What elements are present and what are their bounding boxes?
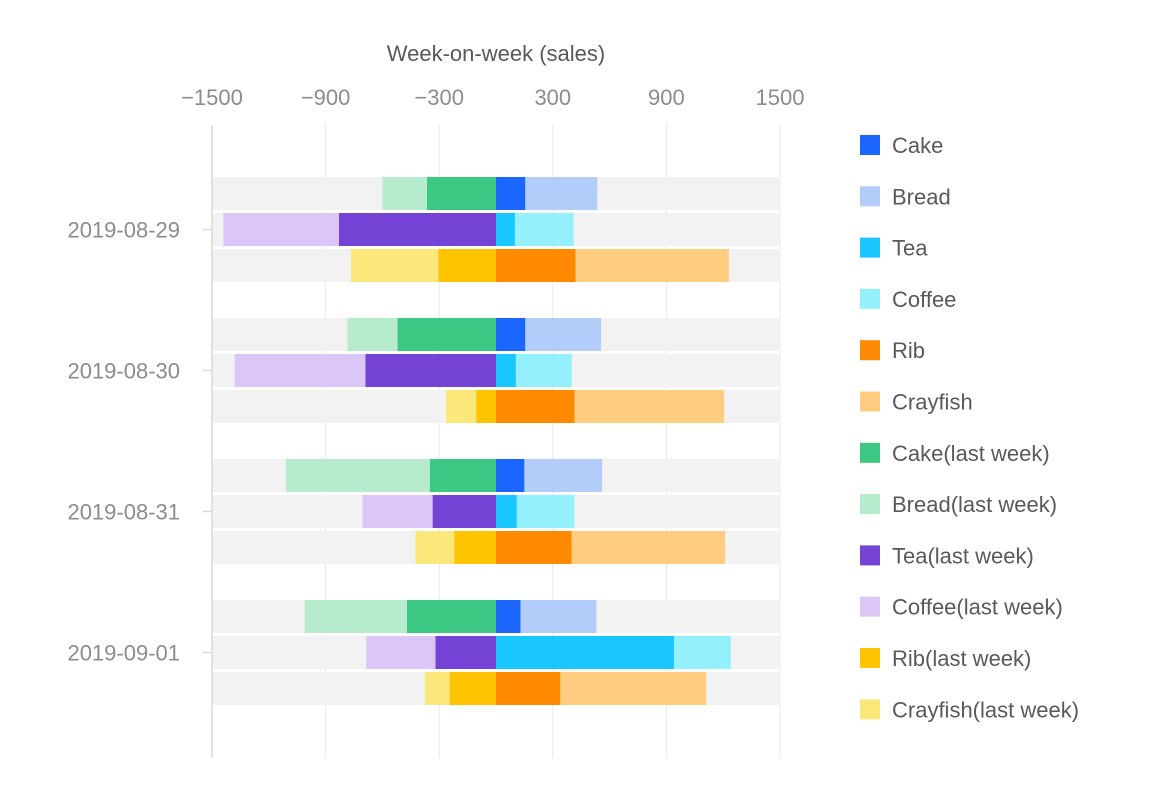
bar [496, 213, 515, 246]
bar [496, 495, 517, 528]
bar [285, 459, 430, 492]
bar [351, 249, 439, 282]
legend-swatch [860, 340, 880, 361]
bar [476, 390, 496, 423]
bar [304, 600, 408, 633]
bar [575, 249, 729, 282]
legend-item: Coffee [860, 287, 956, 312]
legend-swatch [860, 699, 880, 720]
legend-swatch [860, 545, 880, 566]
bar [426, 177, 496, 210]
x-tick-label: 300 [534, 85, 571, 110]
legend-item: Tea(last week) [860, 543, 1034, 568]
bar [435, 636, 496, 669]
legend-label: Cake(last week) [892, 441, 1050, 466]
legend-swatch [860, 288, 880, 309]
legend-swatch [860, 391, 880, 412]
bar [560, 672, 707, 705]
bar [496, 600, 521, 633]
legend-swatch [860, 442, 880, 463]
legend-item: Rib [860, 338, 925, 363]
bar [496, 177, 526, 210]
legend-swatch [860, 237, 880, 258]
bar [432, 495, 496, 528]
legend-swatch [860, 135, 880, 155]
legend-item: Crayfish [860, 390, 973, 415]
legend-item: Tea [860, 236, 928, 261]
bar [347, 318, 398, 351]
legend-swatch [860, 648, 880, 668]
legend-item: Bread [860, 184, 951, 209]
bar [496, 390, 575, 423]
legend-swatch [860, 494, 880, 515]
bar [525, 177, 598, 210]
y-tick-label: 2019-08-29 [67, 218, 180, 243]
bar [449, 672, 496, 705]
bar [397, 318, 496, 351]
bar [338, 213, 496, 246]
legend-label: Crayfish [892, 390, 973, 415]
bar [445, 390, 477, 423]
legend-item: Coffee(last week) [860, 595, 1063, 620]
legend-label: Coffee [892, 287, 956, 312]
x-tick-label: 900 [648, 85, 685, 110]
bar [496, 354, 516, 387]
legend-label: Rib [892, 338, 925, 363]
legend-item: Cake [860, 133, 943, 158]
axes: −1500 −900 −300 300 900 1500 2019-08-29 2019-08… [67, 85, 804, 758]
bar [520, 600, 597, 633]
bar [571, 531, 726, 564]
bars [223, 177, 731, 705]
y-tick-label: 2019-09-01 [67, 641, 180, 666]
bar [673, 636, 731, 669]
bar [425, 672, 450, 705]
bar [407, 600, 496, 633]
bar [496, 531, 572, 564]
bar [496, 249, 576, 282]
bar [496, 636, 674, 669]
legend-swatch [860, 596, 880, 617]
bar [525, 318, 602, 351]
legend-swatch [860, 186, 880, 207]
y-tick-label: 2019-08-31 [67, 500, 180, 525]
x-axis-title: Week-on-week (sales) [387, 41, 605, 66]
legend: Cake Bread Tea Coffee Rib Crayfish Cake(last w… [860, 133, 1079, 722]
bar [382, 177, 427, 210]
legend-label: Rib(last week) [892, 646, 1031, 671]
bar [365, 354, 496, 387]
legend-item: Cake(last week) [860, 441, 1050, 466]
bar [223, 213, 339, 246]
bar [429, 459, 496, 492]
legend-item: Rib(last week) [860, 646, 1031, 671]
bar [516, 495, 575, 528]
bar [415, 531, 455, 564]
bar [515, 354, 572, 387]
bar [496, 672, 561, 705]
x-tick-label: −300 [414, 85, 464, 110]
legend-label: Cake [892, 133, 943, 158]
bar [234, 354, 366, 387]
bar [362, 495, 433, 528]
bar [438, 249, 496, 282]
bar [366, 636, 436, 669]
y-tick-label: 2019-08-30 [67, 359, 180, 384]
legend-label: Tea(last week) [892, 543, 1034, 568]
legend-label: Tea [892, 236, 928, 261]
legend-item: Bread(last week) [860, 492, 1057, 517]
bar [574, 390, 725, 423]
legend-item: Crayfish(last week) [860, 697, 1079, 722]
legend-label: Coffee(last week) [892, 595, 1063, 620]
legend-label: Bread [892, 184, 951, 209]
legend-label: Bread(last week) [892, 492, 1057, 517]
bar [496, 459, 525, 492]
x-tick-label: 1500 [756, 85, 805, 110]
bar [496, 318, 526, 351]
legend-label: Crayfish(last week) [892, 697, 1079, 722]
bar [524, 459, 603, 492]
bar [514, 213, 574, 246]
x-tick-label: −900 [301, 85, 351, 110]
bar [454, 531, 496, 564]
x-tick-label: −1500 [181, 85, 243, 110]
